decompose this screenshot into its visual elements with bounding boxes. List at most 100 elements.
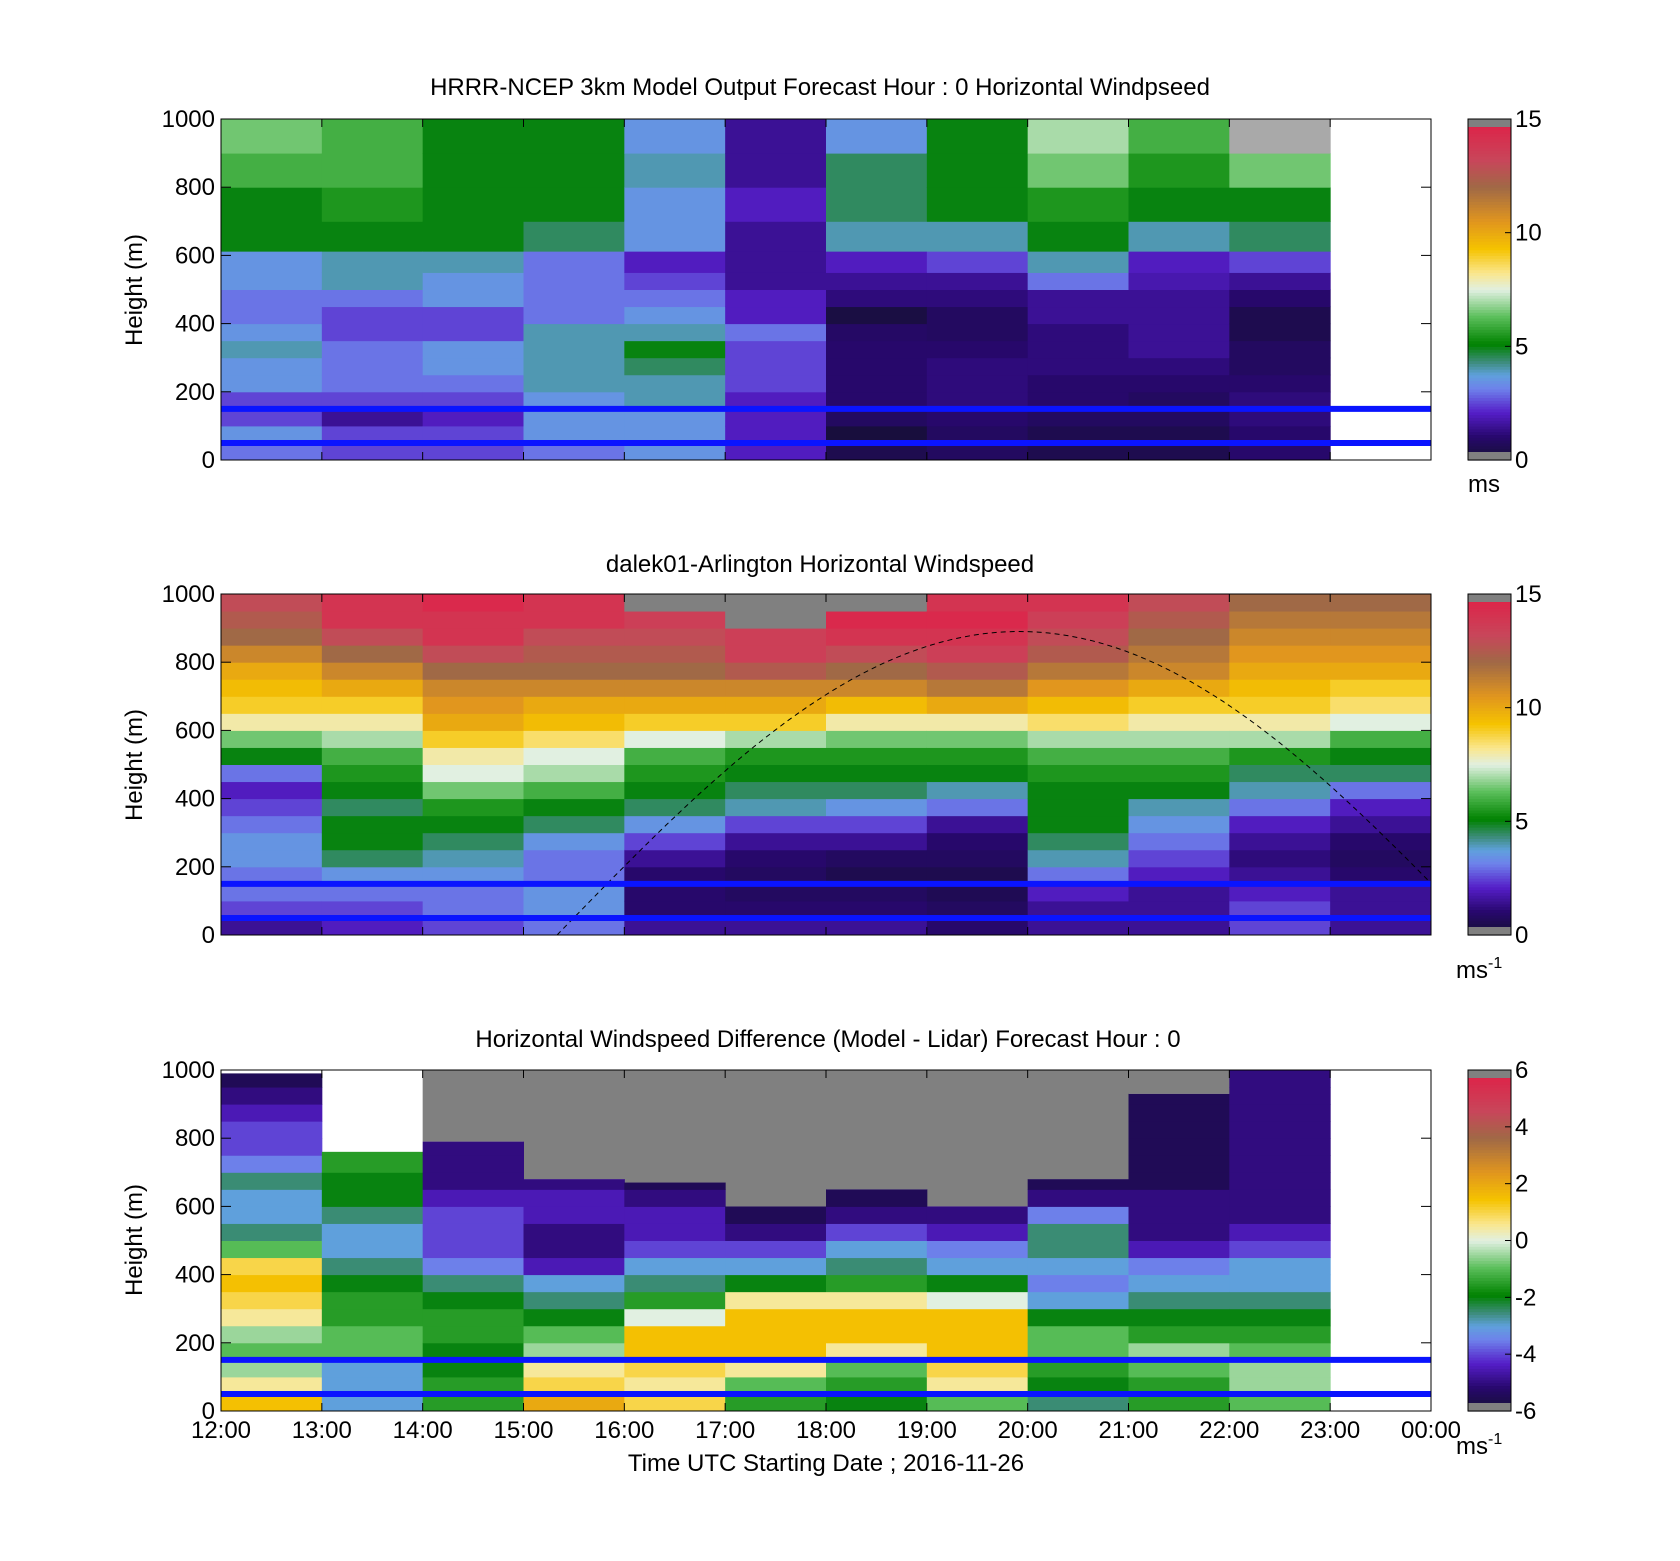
heatmap-cell (221, 1087, 323, 1105)
heatmap-cell (926, 408, 1029, 427)
heatmap-cell (422, 1325, 524, 1344)
colorbar-tick-label: 15 (1515, 581, 1542, 608)
colorbar-swatch (1468, 448, 1511, 453)
heatmap-cell (523, 917, 625, 936)
heatmap-cell (1229, 221, 1331, 252)
heatmap-cell (1027, 442, 1129, 461)
heatmap-cell (321, 1376, 424, 1395)
colorbar-swatch (1468, 1166, 1511, 1171)
heatmap-cell (725, 713, 827, 731)
heatmap-cell (725, 883, 827, 902)
colorbar-swatch (1468, 827, 1511, 831)
heatmap-cell (926, 187, 1029, 222)
colorbar-swatch (1468, 1209, 1511, 1213)
heatmap-cell (221, 1138, 323, 1156)
colorbar-swatch (1468, 1095, 1511, 1100)
x-tick-label: 00:00 (1401, 1417, 1461, 1444)
heatmap-cell (926, 815, 1029, 834)
heatmap-cell (926, 425, 1029, 444)
heatmap-cell (422, 187, 524, 222)
colorbar-tick-label: -4 (1515, 1341, 1536, 1368)
heatmap-cell (422, 1291, 524, 1310)
colorbar-swatch (1468, 252, 1511, 256)
heatmap-cell (523, 1325, 625, 1344)
heatmap-cell (523, 747, 625, 765)
x-axis (220, 594, 1432, 935)
heatmap-cell (1229, 679, 1331, 697)
colorbar-swatch (1468, 829, 1511, 834)
y-tick-label: 0 (202, 1398, 215, 1425)
colorbar-swatch (1468, 167, 1511, 171)
colorbar-swatch (1468, 849, 1511, 854)
heatmap-cell (321, 153, 424, 188)
colorbar-swatch (1468, 758, 1511, 763)
heatmap-cell (1027, 798, 1129, 817)
colorbar-swatch (1468, 659, 1511, 663)
heatmap-cell (725, 917, 827, 936)
colorbar-swatch (1468, 642, 1511, 646)
colorbar-swatch (1468, 289, 1511, 293)
heatmap-cell (523, 221, 625, 252)
heatmap-cell (422, 611, 524, 629)
colorbar-swatch (1468, 1132, 1511, 1136)
colorbar-swatch (1468, 1300, 1511, 1304)
x-tick-label: 19:00 (897, 1417, 957, 1444)
heatmap-cell (523, 374, 625, 393)
heatmap-cell (422, 1359, 524, 1378)
colorbar-swatch (1468, 858, 1511, 862)
colorbar-swatch (1468, 906, 1511, 911)
heatmap-cell (1330, 645, 1432, 663)
y-tick-label: 600 (175, 717, 215, 744)
heatmap-cell (624, 289, 726, 308)
heatmap-cell (523, 306, 625, 325)
colorbar-swatch (1468, 920, 1511, 925)
colorbar-swatch (1468, 440, 1511, 444)
heatmap-cell (523, 340, 625, 359)
heatmap-cell (321, 747, 424, 765)
heatmap-cell (1229, 391, 1331, 410)
heatmap-cell (826, 1291, 928, 1310)
colorbar-swatch (1468, 1243, 1511, 1247)
heatmap-cell (422, 1274, 524, 1293)
heatmap-cell (422, 594, 524, 612)
heatmap-cell (725, 628, 827, 646)
colorbar-tick-label: 5 (1515, 808, 1528, 835)
heatmap-cell (926, 1359, 1029, 1378)
heatmap-cell (1330, 611, 1432, 629)
heatmap-cell (826, 645, 928, 663)
colorbar-swatch (1468, 900, 1511, 905)
colorbar-swatch (1468, 226, 1511, 231)
heatmap-cell (221, 696, 323, 714)
colorbar-swatch (1468, 616, 1511, 621)
heatmap-cell (221, 272, 323, 290)
colorbar-swatch (1468, 656, 1511, 660)
heatmap-cell (1229, 900, 1331, 919)
heatmap-cell (926, 628, 1029, 646)
colorbar: 0 5 10 15 (1467, 581, 1542, 949)
heatmap-cell (523, 849, 625, 868)
colorbar-swatch (1468, 1249, 1511, 1253)
heatmap-cell (1128, 1223, 1230, 1241)
heatmap-cell (1128, 730, 1230, 748)
colorbar-swatch (1468, 653, 1511, 658)
colorbar-swatch (1468, 1234, 1511, 1239)
heatmap-cell (1128, 272, 1230, 290)
colorbar-swatch (1468, 1214, 1511, 1219)
heatmap-cell (321, 340, 424, 359)
heatmap-cell (826, 153, 928, 188)
heatmap-cell (926, 357, 1029, 376)
heatmap-cell (321, 1393, 424, 1412)
colorbar-swatch (1468, 408, 1511, 413)
heatmap-cell (624, 917, 726, 936)
y-tick-label: 1000 (162, 581, 215, 608)
colorbar-swatch (1468, 878, 1511, 882)
heatmap-cell (321, 662, 424, 680)
colorbar-swatch (1468, 727, 1511, 731)
heatmap-cell (422, 1155, 524, 1173)
heatmap-cell (221, 917, 323, 936)
colorbar-tick-label: -2 (1515, 1284, 1536, 1311)
colorbar-swatch (1468, 241, 1511, 245)
colorbar-swatch (1468, 747, 1511, 751)
colorbar-swatch (1468, 386, 1511, 390)
colorbar-swatch (1468, 434, 1511, 438)
